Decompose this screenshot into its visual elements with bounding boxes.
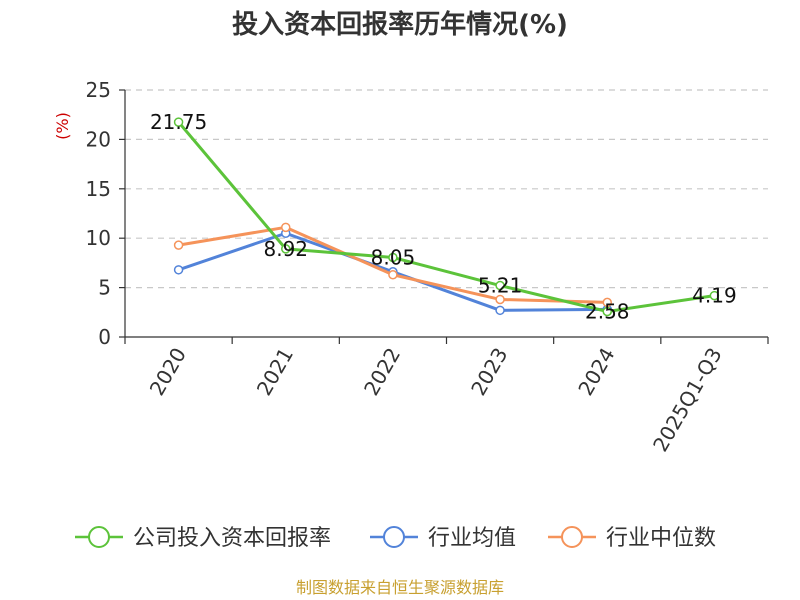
data-label: 8.92: [263, 237, 308, 261]
data-labels: 21.75 8.92 8.05 5.21 2.58 4.19: [150, 110, 737, 323]
series-point: [281, 222, 291, 233]
series-point: [173, 265, 184, 275]
series-point: [388, 270, 398, 280]
series-point: [495, 305, 505, 316]
series-point: [602, 306, 612, 317]
series-point: [173, 240, 184, 250]
data-label: 4.19: [692, 284, 737, 308]
y-tick-label: 25: [86, 78, 111, 102]
series-point: [173, 117, 184, 127]
data-label: 5.21: [478, 274, 523, 298]
series-point: [281, 244, 291, 254]
series-point: [495, 280, 505, 291]
chart-title: 投入资本回报率历年情况(%): [232, 9, 568, 40]
legend-label: 行业均值: [428, 526, 516, 551]
x-tick-label: 2024: [573, 344, 619, 400]
series-0: [173, 117, 720, 317]
legend-label: 行业中位数: [606, 526, 716, 551]
series-point: [602, 297, 612, 308]
y-tick-label: 10: [86, 226, 111, 250]
data-label: 8.05: [371, 245, 416, 269]
series-layer: [173, 117, 720, 317]
y-tick-label: 20: [86, 127, 111, 151]
y-tick-label: 15: [86, 177, 111, 201]
x-tick-label: 2023: [466, 344, 512, 400]
legend-marker: [383, 526, 405, 548]
series-2: [173, 222, 612, 308]
legend-marker: [561, 526, 583, 548]
series-point: [388, 252, 398, 263]
legend-label: 公司投入资本回报率: [133, 526, 331, 551]
legend-marker: [88, 526, 110, 548]
data-label: 2.58: [585, 300, 630, 324]
x-tick-label: 2021: [252, 344, 298, 400]
y-axis-unit-label: (%): [53, 112, 72, 140]
grid-lines: [125, 89, 768, 289]
x-tick-label: 2022: [359, 344, 405, 400]
x-tick-label: 2020: [145, 344, 191, 400]
legend: 公司投入资本回报率 行业均值 行业中位数: [75, 526, 716, 551]
legend-item: 行业中位数: [548, 526, 716, 551]
data-label: 21.75: [150, 110, 207, 134]
series-point: [495, 294, 505, 305]
x-tick-label: 2025Q1-Q3: [648, 344, 727, 456]
series-line: [177, 121, 715, 314]
legend-item: 行业均值: [370, 526, 516, 551]
source-note: 制图数据来自恒生聚源数据库: [296, 578, 504, 597]
y-tick-label: 5: [98, 276, 111, 300]
y-tick-label: 0: [98, 325, 111, 349]
legend-item: 公司投入资本回报率: [75, 526, 331, 551]
series-point: [709, 290, 720, 301]
